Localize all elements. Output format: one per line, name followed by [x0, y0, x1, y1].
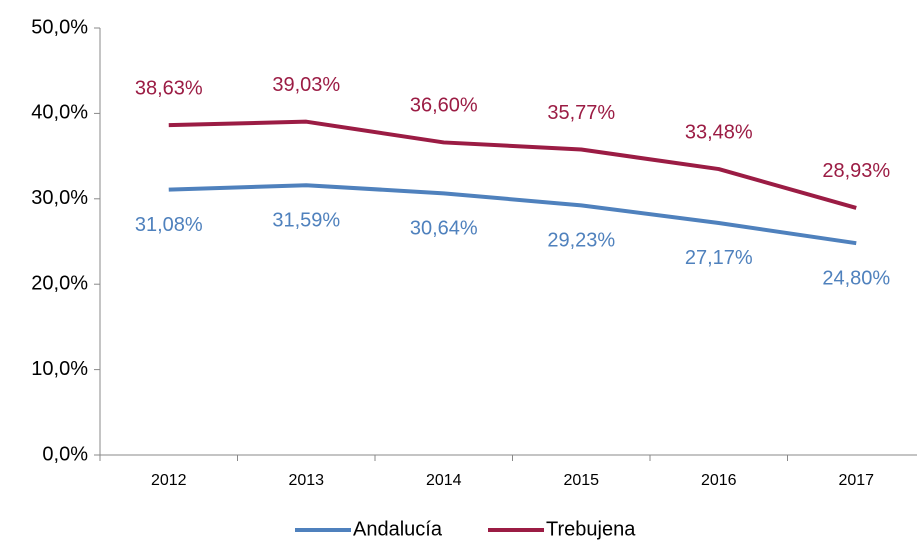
y-tick-label: 20,0% [31, 272, 88, 294]
value-label: 39,03% [272, 74, 340, 96]
value-label: 30,64% [410, 218, 478, 240]
legend-label: Trebujena [546, 518, 636, 540]
value-label: 24,80% [822, 267, 890, 289]
x-tick-label: 2016 [701, 472, 737, 489]
value-label: 27,17% [685, 247, 753, 269]
value-label: 28,93% [822, 160, 890, 182]
legend-label: Andalucía [353, 518, 443, 540]
value-label: 31,59% [272, 210, 340, 232]
x-tick-label: 2012 [151, 472, 187, 489]
y-tick-label: 50,0% [31, 16, 88, 38]
line-series [168, 183, 857, 246]
y-tick-label: 0,0% [42, 443, 88, 465]
value-label: 35,77% [547, 102, 615, 124]
x-tick-label: 2015 [563, 472, 599, 489]
y-tick-label: 40,0% [31, 102, 88, 124]
value-label: 33,48% [685, 121, 753, 143]
y-tick-label: 30,0% [31, 187, 88, 209]
x-tick-label: 2017 [838, 472, 874, 489]
value-label: 38,63% [135, 77, 203, 99]
x-tick-label: 2013 [288, 472, 324, 489]
line-series [168, 119, 857, 210]
y-tick-label: 10,0% [31, 358, 88, 380]
value-label: 36,60% [410, 95, 478, 117]
value-label: 31,08% [135, 214, 203, 236]
value-label: 29,23% [547, 230, 615, 252]
x-tick-label: 2014 [426, 472, 462, 489]
